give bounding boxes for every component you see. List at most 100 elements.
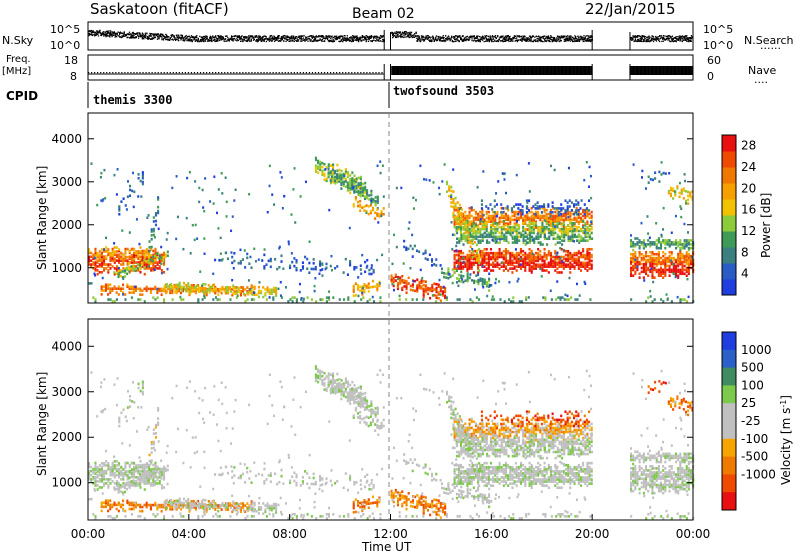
freq-point [155, 72, 156, 73]
power-cell [572, 236, 574, 239]
noise-series [88, 30, 694, 50]
noise-point [91, 34, 92, 35]
power-cell [319, 161, 321, 164]
cpid-panel: CPID themis 3300 twofsound 3503 [6, 82, 494, 108]
freq-ytick-top: 18 [64, 54, 78, 67]
power-cell [475, 211, 477, 214]
power-cell [416, 250, 418, 253]
power-cell [552, 256, 554, 259]
noise-point [266, 41, 267, 42]
power-cell [256, 293, 258, 296]
noise-point [138, 36, 139, 37]
noise-point [161, 38, 162, 39]
power-cell [512, 232, 514, 235]
power-cell [334, 182, 336, 185]
noise-point [271, 35, 272, 36]
power-cell [97, 259, 99, 262]
power-cell [157, 196, 159, 199]
noise-point [323, 38, 324, 39]
power-cell [494, 252, 496, 255]
power-cell [118, 248, 120, 251]
noise-point [345, 38, 346, 39]
power-cell [118, 205, 120, 208]
noise-panel: N.Sky N.Search ······ 10^5 10^0 10^5 10^… [2, 22, 794, 55]
noise-point [248, 36, 249, 37]
noise-point [232, 36, 233, 37]
power-cell [150, 258, 152, 261]
power-cell [345, 186, 347, 189]
noise-point [682, 41, 683, 42]
power-cell [154, 248, 156, 251]
noise-point [217, 39, 218, 40]
power-cell [412, 255, 414, 258]
power-cell [224, 288, 226, 291]
noise-point [459, 40, 460, 41]
noise-point [633, 38, 634, 39]
power-cell [156, 252, 158, 255]
power-cell [469, 254, 471, 257]
power-cell [587, 236, 589, 239]
freq-point [375, 72, 376, 73]
power-cell [137, 250, 139, 253]
noise-point [178, 35, 179, 36]
power-cell [254, 286, 256, 289]
noise-point [181, 38, 182, 39]
power-cell [163, 271, 165, 274]
power-cell [429, 253, 431, 256]
power-cell [563, 230, 565, 233]
noise-point [465, 40, 466, 41]
power-cell [466, 215, 468, 218]
power-cell [391, 274, 393, 277]
freq-point [206, 72, 207, 73]
power-cell [529, 252, 531, 255]
power-cell [127, 248, 129, 251]
power-cell [258, 296, 260, 299]
freq-point [285, 72, 286, 73]
power-cells [88, 157, 694, 303]
noise-point [333, 39, 334, 40]
noise-point [405, 33, 406, 34]
noise-point [377, 37, 378, 38]
power-cell [185, 284, 187, 287]
power-cell [576, 226, 578, 229]
noise-point [226, 35, 227, 36]
noise-point [477, 39, 478, 40]
noise-point [692, 38, 693, 39]
power-cell [94, 254, 96, 257]
noise-point [403, 37, 404, 38]
power-cell [349, 192, 351, 195]
noise-point [402, 32, 403, 33]
power-cell [94, 248, 96, 251]
noise-point [422, 39, 423, 40]
noise-point [403, 33, 404, 34]
power-cell [97, 269, 99, 272]
noise-point [353, 40, 354, 41]
power-cell [150, 267, 152, 270]
power-cell [120, 200, 122, 203]
noise-point [301, 39, 302, 40]
power-cell [336, 173, 338, 176]
noise-point [93, 34, 94, 35]
freq-point [251, 72, 252, 73]
noise-point [212, 35, 213, 36]
freq-point [170, 72, 171, 73]
power-cell [484, 248, 486, 251]
power-cell [338, 176, 340, 179]
noise-point [307, 39, 308, 40]
power-cell [150, 288, 152, 291]
power-cell [496, 222, 498, 225]
noise-point [251, 37, 252, 38]
noise-point [380, 40, 381, 41]
power-cell [539, 254, 541, 257]
noise-point [686, 35, 687, 36]
power-cell [139, 264, 141, 267]
noise-point [174, 37, 175, 38]
power-cell [162, 256, 164, 259]
power-cell [548, 228, 550, 231]
power-cell [539, 250, 541, 253]
power-cell [319, 260, 321, 263]
noise-point [579, 41, 580, 42]
power-cell [438, 291, 440, 294]
power-cell [431, 284, 433, 287]
